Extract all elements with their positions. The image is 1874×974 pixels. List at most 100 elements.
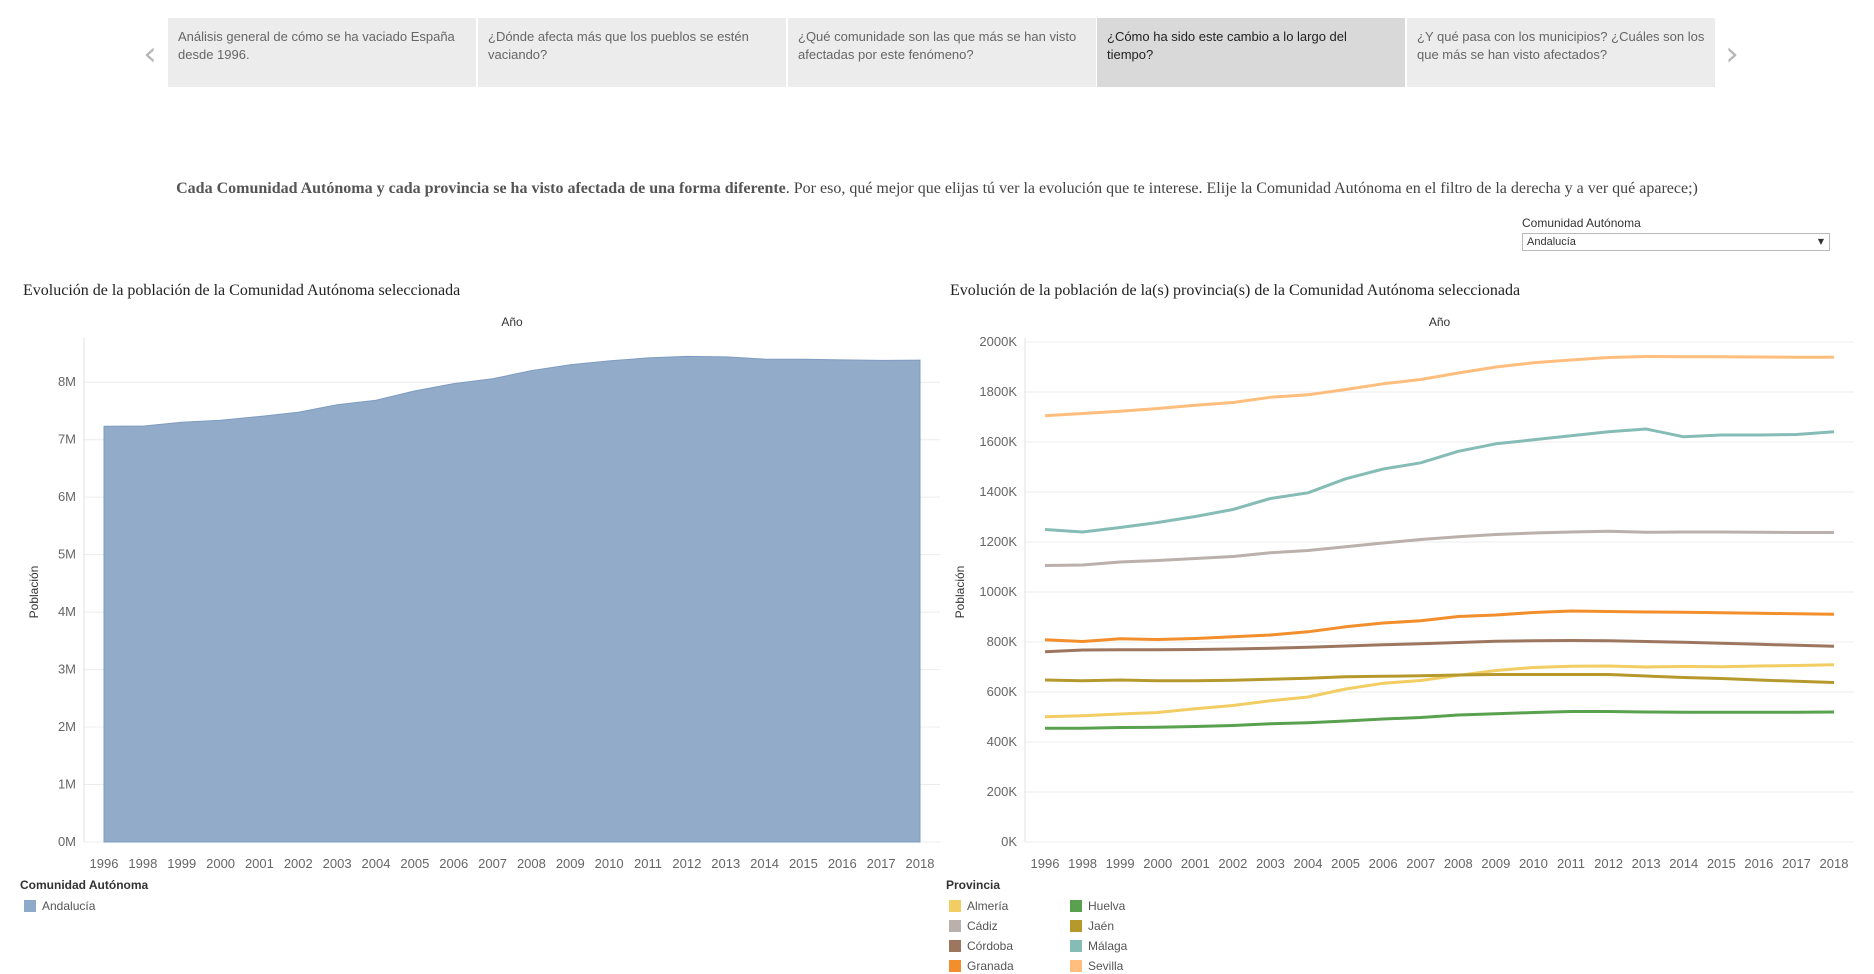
legend-label: Cádiz — [967, 919, 998, 933]
x-tick-label: 1996 — [90, 856, 119, 871]
x-tick-label: 2018 — [1820, 856, 1849, 871]
y-tick-label: 600K — [987, 684, 1018, 699]
line-series-sevilla[interactable] — [1044, 355, 1834, 418]
line-series-cordoba[interactable] — [1044, 639, 1835, 654]
story-tab-4[interactable]: ¿Cómo ha sido este cambio a lo largo del… — [1097, 18, 1405, 87]
line-series-huelva[interactable] — [1045, 710, 1835, 730]
line-series-malaga[interactable] — [1044, 427, 1835, 534]
x-tick-label: 2016 — [828, 856, 857, 871]
legend-swatch — [1070, 960, 1082, 972]
comunidad-autonoma-dropdown[interactable]: Andalucía ▼ — [1522, 233, 1830, 251]
x-tick-label: 2016 — [1744, 856, 1773, 871]
y-tick-label: 1000K — [979, 584, 1017, 599]
x-tick-label: 2005 — [400, 856, 429, 871]
next-story-point-button[interactable]: › — [1720, 37, 1744, 71]
line-series-jaen[interactable] — [1044, 673, 1835, 684]
legend-label: Córdoba — [967, 939, 1014, 953]
x-tick-label: 2014 — [1669, 856, 1698, 871]
x-tick-label: 2009 — [556, 856, 585, 871]
legend-swatch — [949, 920, 961, 932]
story-tab-2[interactable]: ¿Dónde afecta más que los pueblos se est… — [478, 18, 786, 87]
legend-item[interactable]: Granada — [949, 958, 1014, 974]
legend-swatch — [1070, 940, 1082, 952]
x-tick-label: 2017 — [867, 856, 896, 871]
x-tick-label: 2008 — [517, 856, 546, 871]
x-axis-title: Año — [1429, 315, 1451, 329]
intro-text: Cada Comunidad Autónoma y cada provincia… — [0, 180, 1874, 198]
story-tab-1[interactable]: Análisis general de cómo se ha vaciado E… — [168, 18, 476, 87]
x-tick-label: 1999 — [167, 856, 196, 871]
story-tab-label: Análisis general de cómo se ha vaciado E… — [178, 29, 455, 62]
legend-swatch — [949, 960, 961, 972]
x-tick-label: 1999 — [1106, 856, 1135, 871]
x-tick-label: 2013 — [711, 856, 740, 871]
x-tick-label: 2002 — [1218, 856, 1247, 871]
legend-item[interactable]: Cádiz — [949, 918, 998, 934]
x-tick-label: 2013 — [1632, 856, 1661, 871]
line-series-granada[interactable] — [1044, 609, 1835, 643]
story-tab-5[interactable]: ¿Y qué pasa con los municipios? ¿Cuáles … — [1407, 18, 1715, 87]
x-tick-label: 2000 — [206, 856, 235, 871]
x-tick-label: 1998 — [1068, 856, 1097, 871]
x-tick-label: 2011 — [1557, 856, 1585, 871]
y-tick-label: 2M — [58, 719, 76, 734]
x-tick-label: 2007 — [1406, 856, 1435, 871]
y-tick-label: 4M — [58, 604, 76, 619]
chevron-left-icon: ‹ — [143, 34, 157, 74]
x-tick-label: 2018 — [906, 856, 935, 871]
y-tick-label: 5M — [58, 547, 76, 562]
legend-item[interactable]: Sevilla — [1070, 958, 1123, 974]
legend-swatch — [1070, 920, 1082, 932]
legend-label: Jaén — [1088, 919, 1115, 933]
intro-bold-text: Cada Comunidad Autónoma y cada provincia… — [176, 180, 786, 197]
y-tick-label: 7M — [58, 432, 76, 447]
x-tick-label: 2012 — [672, 856, 701, 871]
y-tick-label: 1M — [58, 777, 76, 792]
legend-item[interactable]: Córdoba — [949, 938, 1013, 954]
story-tab-3[interactable]: ¿Qué comunidade son las que más se han v… — [788, 18, 1096, 87]
line-legend-title: Provincia — [946, 878, 1001, 892]
x-tick-label: 2007 — [478, 856, 507, 871]
x-tick-label: 2014 — [750, 856, 779, 871]
legend-swatch — [1070, 900, 1082, 912]
legend-swatch — [949, 900, 961, 912]
legend-item[interactable]: Almería — [949, 898, 1008, 914]
x-tick-label: 2009 — [1481, 856, 1510, 871]
legend-item[interactable]: Andalucía — [24, 898, 95, 914]
legend-item[interactable]: Huelva — [1070, 898, 1125, 914]
area-chart-title: Evolución de la población de la Comunida… — [23, 282, 461, 299]
x-tick-label: 2015 — [789, 856, 818, 871]
y-axis-title: Población — [953, 566, 967, 619]
legend-item[interactable]: Málaga — [1070, 938, 1127, 954]
y-tick-label: 800K — [987, 634, 1018, 649]
legend-label: Huelva — [1088, 899, 1126, 913]
line-series-almeria[interactable] — [1044, 663, 1835, 719]
area-series-andalucía[interactable] — [103, 355, 921, 843]
legend-label: Andalucía — [42, 899, 96, 913]
line-chart-title: Evolución de la población de la(s) provi… — [950, 282, 1521, 299]
intro-rest-text: . Por eso, qué mejor que elijas tú ver l… — [785, 180, 1698, 197]
story-tab-label: ¿Y qué pasa con los municipios? ¿Cuáles … — [1417, 29, 1705, 62]
x-tick-label: 2017 — [1782, 856, 1811, 871]
legend-label: Almería — [967, 899, 1009, 913]
legend-item[interactable]: Jaén — [1070, 918, 1114, 934]
y-tick-label: 6M — [58, 489, 76, 504]
previous-story-point-button[interactable]: ‹ — [138, 37, 162, 71]
x-tick-label: 2006 — [439, 856, 468, 871]
legend-swatch — [24, 900, 36, 912]
line-series-cadiz[interactable] — [1044, 529, 1834, 567]
y-tick-label: 0K — [1001, 834, 1017, 849]
x-tick-label: 2004 — [1294, 856, 1323, 871]
line-chart: Año Población 0K 200K 400K 600K 800K 1000K 1200K… — [953, 315, 1854, 871]
x-tick-label: 2002 — [284, 856, 313, 871]
y-tick-label: 8M — [58, 374, 76, 389]
story-tab-label: ¿Dónde afecta más que los pueblos se est… — [488, 29, 749, 62]
y-tick-label: 400K — [987, 734, 1018, 749]
chevron-right-icon: › — [1725, 34, 1739, 74]
x-tick-label: 2001 — [245, 856, 274, 871]
x-tick-label: 2008 — [1444, 856, 1473, 871]
x-tick-label: 2003 — [1256, 856, 1285, 871]
x-tick-label: 2005 — [1331, 856, 1360, 871]
y-tick-label: 200K — [987, 784, 1018, 799]
legend-swatch — [949, 940, 961, 952]
